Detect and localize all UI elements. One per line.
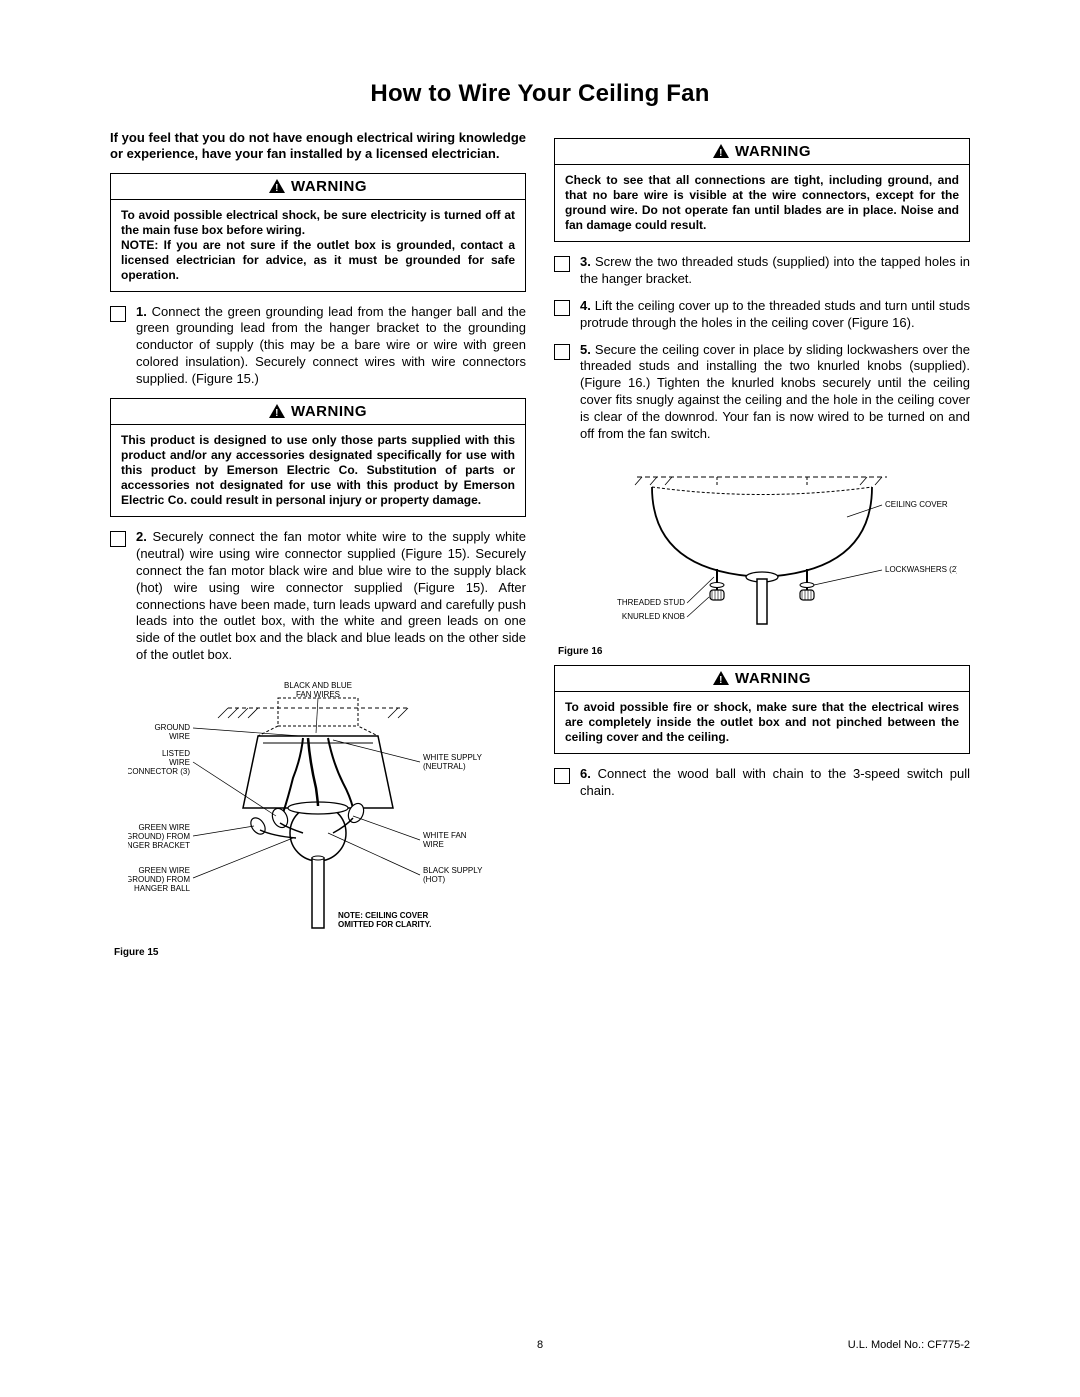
step-text: 2. Securely connect the fan motor white …: [136, 529, 526, 664]
warning-header: ! WARNING: [111, 174, 525, 200]
footer: 8 U.L. Model No.: CF775-2: [0, 1339, 1080, 1351]
warning-body-1: To avoid possible electrical shock, be s…: [111, 200, 525, 291]
svg-text:WHITE FANWIRE: WHITE FANWIRE: [423, 831, 467, 849]
warning-box-2: ! WARNING This product is designed to use…: [110, 398, 526, 517]
svg-text:LISTEDWIRECONNECTOR (3): LISTEDWIRECONNECTOR (3): [128, 749, 190, 776]
svg-text:WHITE SUPPLY(NEUTRAL): WHITE SUPPLY(NEUTRAL): [423, 753, 483, 771]
checkbox[interactable]: [554, 768, 570, 784]
warning-header: ! WARNING: [555, 139, 969, 165]
warning-header: ! WARNING: [111, 399, 525, 425]
warning-label: WARNING: [735, 143, 811, 160]
step-text: 6. Connect the wood ball with chain to t…: [580, 766, 970, 800]
svg-text:NOTE: CEILING COVEROMITTED FOR: NOTE: CEILING COVEROMITTED FOR CLARITY.: [338, 911, 431, 929]
svg-text:GROUNDWIRE: GROUNDWIRE: [154, 723, 190, 741]
content-columns: If you feel that you do not have enough …: [110, 130, 970, 964]
warning-body-3: Check to see that all connections are ti…: [555, 165, 969, 241]
warning-body-4: To avoid possible fire or shock, make su…: [555, 692, 969, 753]
svg-text:!: !: [275, 183, 279, 193]
step-text: 3. Screw the two threaded studs (supplie…: [580, 254, 970, 288]
svg-text:LOCKWASHERS (2): LOCKWASHERS (2): [885, 565, 957, 574]
svg-text:!: !: [719, 675, 723, 685]
step-3: 3. Screw the two threaded studs (supplie…: [554, 254, 970, 288]
warning-box-1: ! WARNING To avoid possible electrical sh…: [110, 173, 526, 292]
step-2: 2. Securely connect the fan motor white …: [110, 529, 526, 664]
warning-label: WARNING: [735, 670, 811, 687]
page-title: How to Wire Your Ceiling Fan: [110, 80, 970, 108]
checkbox[interactable]: [110, 531, 126, 547]
svg-text:GREEN WIRE(GROUND) FROMHANGER: GREEN WIRE(GROUND) FROMHANGER BALL: [128, 866, 191, 893]
svg-text:THREADED STUD: THREADED STUD: [617, 598, 685, 607]
figure-16-svg: CEILING COVER LOCKWASHERS (2) THREADED S…: [567, 457, 957, 637]
warning-box-3: ! WARNING Check to see that all connectio…: [554, 138, 970, 242]
checkbox[interactable]: [110, 306, 126, 322]
figure-15-svg: GROUNDWIRE LISTEDWIRECONNECTOR (3) GREEN…: [128, 678, 508, 938]
warning-box-4: ! WARNING To avoid possible fire or shock…: [554, 665, 970, 754]
checkbox[interactable]: [554, 344, 570, 360]
step-5: 5. Secure the ceiling cover in place by …: [554, 342, 970, 443]
figure-16: CEILING COVER LOCKWASHERS (2) THREADED S…: [554, 457, 970, 657]
figure-15: GROUNDWIRE LISTEDWIRECONNECTOR (3) GREEN…: [110, 678, 526, 958]
step-text: 4. Lift the ceiling cover up to the thre…: [580, 298, 970, 332]
svg-text:KNURLED KNOB: KNURLED KNOB: [622, 612, 685, 621]
model-number: U.L. Model No.: CF775-2: [848, 1339, 970, 1351]
svg-text:!: !: [719, 148, 723, 158]
warning-icon: !: [269, 404, 285, 418]
warning-body-2: This product is designed to use only tho…: [111, 425, 525, 516]
step-6: 6. Connect the wood ball with chain to t…: [554, 766, 970, 800]
left-column: If you feel that you do not have enough …: [110, 130, 526, 964]
warning-icon: !: [713, 144, 729, 158]
step-text: 1. Connect the green grounding lead from…: [136, 304, 526, 388]
svg-text:BLACK AND BLUEFAN WIRES: BLACK AND BLUEFAN WIRES: [284, 681, 352, 699]
step-text: 5. Secure the ceiling cover in place by …: [580, 342, 970, 443]
checkbox[interactable]: [554, 256, 570, 272]
manual-page: How to Wire Your Ceiling Fan If you feel…: [0, 0, 1080, 1397]
figure-15-caption: Figure 15: [110, 947, 526, 958]
warning-icon: !: [713, 671, 729, 685]
figure-16-caption: Figure 16: [554, 646, 970, 657]
svg-text:GREEN WIRE(GROUND) FROMHANGER: GREEN WIRE(GROUND) FROMHANGER BRACKET: [128, 823, 190, 850]
svg-text:!: !: [275, 408, 279, 418]
svg-text:CEILING COVER: CEILING COVER: [885, 500, 948, 509]
intro-text: If you feel that you do not have enough …: [110, 130, 526, 163]
step-4: 4. Lift the ceiling cover up to the thre…: [554, 298, 970, 332]
step-1: 1. Connect the green grounding lead from…: [110, 304, 526, 388]
warning-label: WARNING: [291, 178, 367, 195]
warning-label: WARNING: [291, 403, 367, 420]
warning-header: ! WARNING: [555, 666, 969, 692]
checkbox[interactable]: [554, 300, 570, 316]
warning-icon: !: [269, 179, 285, 193]
right-column: ! WARNING Check to see that all connectio…: [554, 130, 970, 964]
svg-text:BLACK SUPPLY(HOT): BLACK SUPPLY(HOT): [423, 866, 483, 884]
